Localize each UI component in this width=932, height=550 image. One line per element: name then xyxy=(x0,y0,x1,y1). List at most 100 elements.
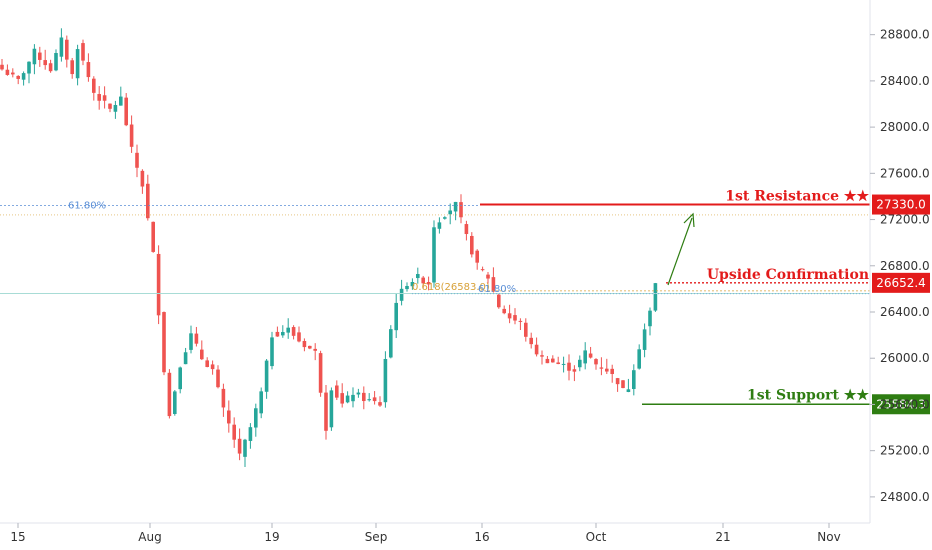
candle-body xyxy=(75,49,80,79)
candle-body xyxy=(389,329,393,358)
confirmation-price-tag xyxy=(872,272,930,293)
arrow-head xyxy=(683,212,695,228)
fib-label-3: 61.80% xyxy=(478,284,516,295)
candle-body xyxy=(205,360,209,367)
candle-body xyxy=(237,438,242,454)
x-tick-label: Nov xyxy=(817,530,840,544)
candle-body xyxy=(81,43,85,61)
price-levels: 1st Resistance ★★ 27330.0 Upside Confirmat… xyxy=(480,189,930,415)
candle-body xyxy=(345,395,350,403)
x-tick-label: 16 xyxy=(474,530,489,544)
candle-body xyxy=(54,52,58,71)
candle-body xyxy=(578,359,582,368)
candle-body xyxy=(70,60,74,75)
candle-body xyxy=(0,64,4,70)
candle-body xyxy=(556,362,560,365)
candle-body xyxy=(38,52,42,60)
y-tick-label: 26400.0 xyxy=(880,305,930,319)
candle-body xyxy=(335,385,339,398)
candle-body xyxy=(432,227,436,283)
candle-body xyxy=(464,224,469,235)
fib-annotations: 61.80%0.618(26583.0)61.80% xyxy=(0,201,870,295)
candle-body xyxy=(297,332,301,342)
candle-body xyxy=(524,322,528,337)
candle-body xyxy=(551,358,555,363)
x-tick-label: Oct xyxy=(586,530,607,544)
candle-body xyxy=(594,359,598,365)
candle-body xyxy=(610,368,614,375)
candle-body xyxy=(264,360,269,392)
candle-body xyxy=(502,308,506,314)
candle-body xyxy=(221,388,226,408)
candle-body xyxy=(200,349,204,360)
x-tick-label: 15 xyxy=(10,530,25,544)
candle-body xyxy=(470,235,474,255)
candle-body xyxy=(318,353,323,393)
y-tick-label: 25200.0 xyxy=(880,444,930,458)
candle-body xyxy=(437,222,442,229)
candle-body xyxy=(313,348,317,351)
candle-body xyxy=(210,364,215,370)
y-tick-label: 28800.0 xyxy=(880,28,930,42)
x-tick-label: Aug xyxy=(138,530,161,544)
candle-body xyxy=(65,39,69,60)
y-tick-label: 24800.0 xyxy=(880,490,930,504)
candle-body xyxy=(426,282,431,285)
candle-body xyxy=(102,95,107,101)
candle-body xyxy=(491,277,496,292)
y-tick-label: 26000.0 xyxy=(880,351,930,365)
candle-body xyxy=(16,75,20,79)
candle-body xyxy=(653,283,658,311)
time-axis: 15 Aug 19 Sep 16 Oct 21 Nov xyxy=(10,523,841,544)
candle-body xyxy=(97,94,101,101)
candle-body xyxy=(637,349,641,369)
candle-body xyxy=(599,367,604,369)
candle-body xyxy=(189,333,193,350)
candle-body xyxy=(648,310,652,327)
candle-body xyxy=(146,183,150,219)
candle-body xyxy=(480,269,485,271)
support-price-text: 25584.3 xyxy=(876,397,926,411)
candle-body xyxy=(259,391,263,414)
candle-body xyxy=(227,410,231,424)
candle-body xyxy=(124,97,128,126)
candle-body xyxy=(151,221,155,252)
candle-body xyxy=(534,344,539,355)
candle-body xyxy=(362,392,366,402)
candle-body xyxy=(621,380,625,389)
candle-body xyxy=(243,439,247,457)
candle-body xyxy=(572,369,577,372)
candle-body xyxy=(416,274,420,279)
candle-body xyxy=(32,48,37,65)
candle-body xyxy=(378,402,382,406)
candle-body xyxy=(129,124,134,147)
fib-label-1: 61.80% xyxy=(68,201,106,212)
candle-body xyxy=(394,302,398,331)
candle-body xyxy=(291,327,296,336)
candle-body xyxy=(356,392,361,395)
candle-body xyxy=(92,78,96,93)
candlestick-series xyxy=(0,28,658,467)
confirmation-label: Upside Confirmation xyxy=(707,267,869,283)
x-tick-label: 21 xyxy=(715,530,730,544)
candle-body xyxy=(486,274,490,279)
candle-body xyxy=(324,392,328,431)
resistance-price-text: 27330.0 xyxy=(876,198,926,212)
candle-body xyxy=(27,61,31,74)
candle-body xyxy=(329,390,334,428)
candle-body xyxy=(340,393,344,404)
candle-body xyxy=(410,281,415,287)
x-tick-label: Sep xyxy=(365,530,388,544)
candle-body xyxy=(605,368,609,372)
candle-body xyxy=(383,358,388,403)
candle-body xyxy=(561,363,566,365)
support-price-tag xyxy=(872,394,930,415)
candle-body xyxy=(173,391,177,414)
candle-body xyxy=(119,96,123,106)
candle-body xyxy=(588,353,593,358)
price-axis: 24800.0 25200.0 25600.0 26000.0 26400.0 26800… xyxy=(870,28,930,504)
y-tick-label: 28000.0 xyxy=(880,120,930,134)
candle-body xyxy=(113,104,118,112)
candle-body xyxy=(270,337,274,367)
